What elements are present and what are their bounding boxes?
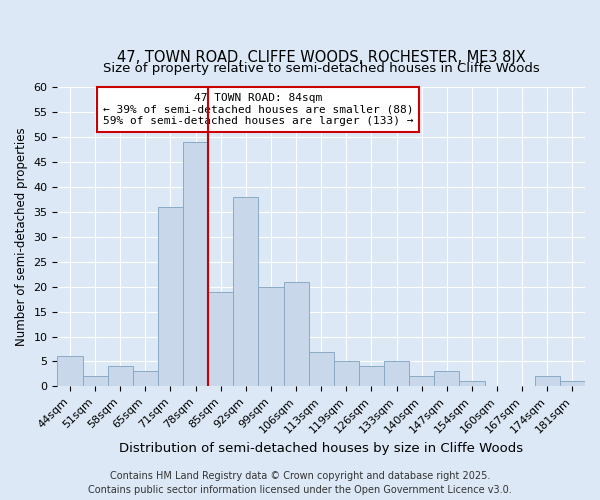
Bar (434, 372, 460, 386)
Text: 47 TOWN ROAD: 84sqm
← 39% of semi-detached houses are smaller (88)
59% of semi-d: 47 TOWN ROAD: 84sqm ← 39% of semi-detach… (103, 93, 413, 126)
Bar (107, 366, 133, 386)
Bar (535, 376, 560, 386)
Bar (133, 372, 158, 386)
Text: Size of property relative to semi-detached houses in Cliffe Woods: Size of property relative to semi-detach… (103, 62, 539, 75)
Bar (334, 362, 359, 386)
Bar (58, 356, 83, 386)
Bar (83, 376, 107, 386)
Text: Contains HM Land Registry data © Crown copyright and database right 2025.
Contai: Contains HM Land Registry data © Crown c… (88, 471, 512, 495)
Bar (409, 376, 434, 386)
X-axis label: Distribution of semi-detached houses by size in Cliffe Woods: Distribution of semi-detached houses by … (119, 442, 523, 455)
Bar (208, 292, 233, 386)
Bar (284, 282, 308, 387)
Bar (384, 362, 409, 386)
Bar (460, 382, 485, 386)
Title: 47, TOWN ROAD, CLIFFE WOODS, ROCHESTER, ME3 8JX: 47, TOWN ROAD, CLIFFE WOODS, ROCHESTER, … (117, 50, 526, 65)
Bar (259, 286, 284, 386)
Bar (308, 352, 334, 386)
Bar (560, 382, 585, 386)
Bar (183, 142, 208, 386)
Bar (359, 366, 384, 386)
Bar (158, 207, 183, 386)
Bar (233, 197, 259, 386)
Y-axis label: Number of semi-detached properties: Number of semi-detached properties (15, 128, 28, 346)
